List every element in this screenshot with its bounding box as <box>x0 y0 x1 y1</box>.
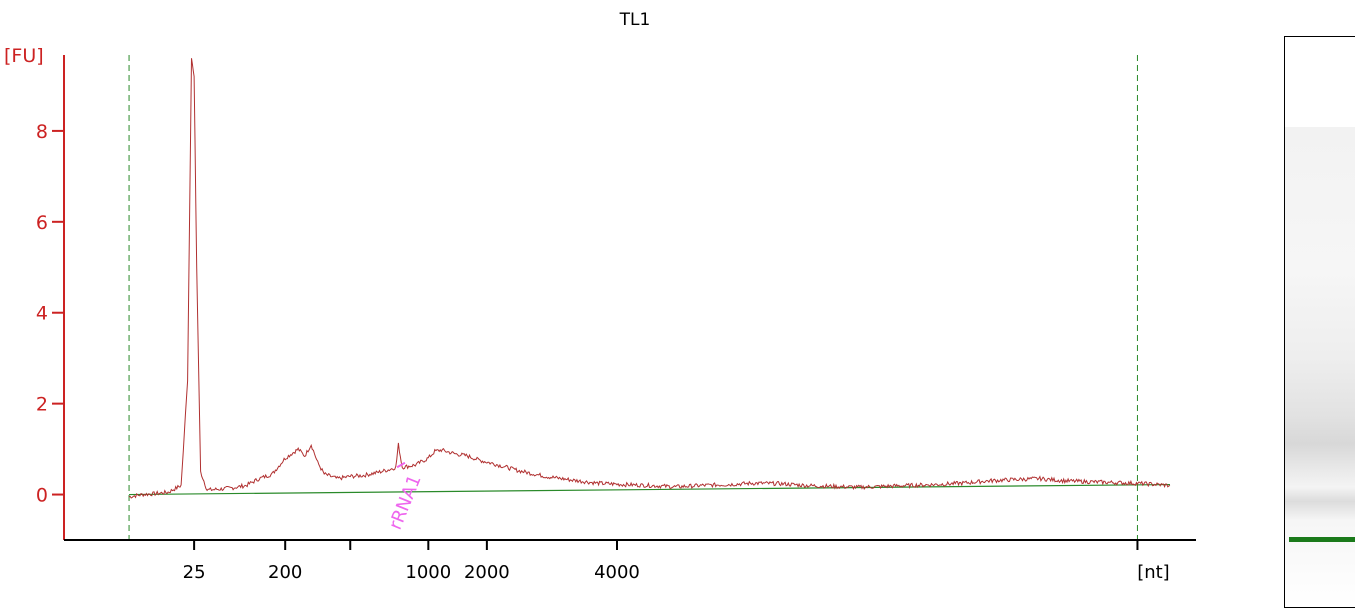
y-tick-label: 8 <box>36 121 48 143</box>
y-tick-label: 2 <box>36 394 48 416</box>
x-tick-label: 4000 <box>594 562 640 583</box>
x-axis-label: [nt] <box>1137 562 1170 583</box>
x-tick-label: 200 <box>268 562 302 583</box>
x-tick-label: 2000 <box>464 562 510 583</box>
trace-line <box>128 58 1171 499</box>
x-tick-label: 1000 <box>405 562 451 583</box>
baseline-line <box>129 483 1170 496</box>
y-tick-label: 6 <box>36 212 48 234</box>
y-tick-label: 4 <box>36 303 48 325</box>
x-tick-label: 25 <box>183 562 206 583</box>
electropherogram-plot: 0 2 4 6 8 [FU] 25 200 1000 2000 4000 [nt] rRNA1 <box>4 45 1196 583</box>
annotation-label: rRNA1 <box>385 472 426 533</box>
chart-title: TL1 <box>619 10 651 30</box>
gel-lane-smear <box>1285 127 1355 607</box>
gel-lane-panel <box>1284 36 1355 608</box>
annotation-marker <box>396 461 406 469</box>
y-tick-label: 0 <box>36 485 48 507</box>
y-axis-label: [FU] <box>4 45 44 67</box>
lower-marker-band <box>1289 537 1355 542</box>
